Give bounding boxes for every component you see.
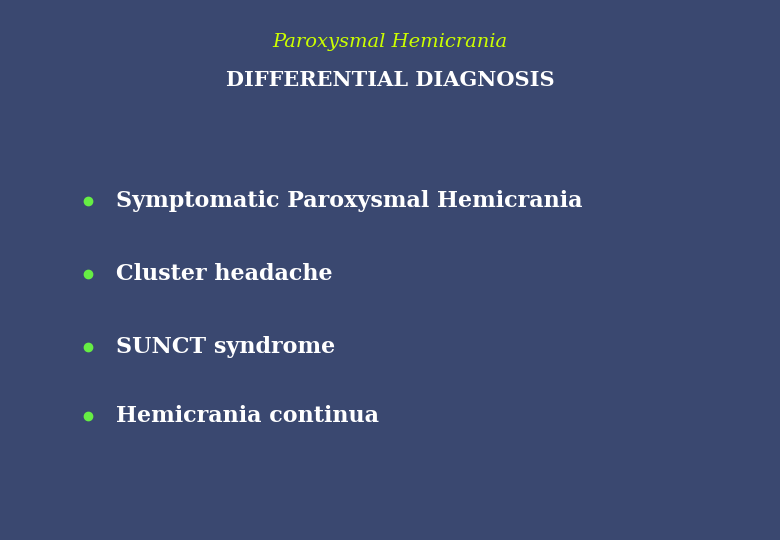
Text: SUNCT syndrome: SUNCT syndrome xyxy=(116,336,335,358)
Text: Hemicrania continua: Hemicrania continua xyxy=(116,404,379,427)
Text: Symptomatic Paroxysmal Hemicrania: Symptomatic Paroxysmal Hemicrania xyxy=(116,190,583,212)
Text: Cluster headache: Cluster headache xyxy=(116,263,333,285)
Text: Paroxysmal Hemicrania: Paroxysmal Hemicrania xyxy=(272,33,508,51)
Text: DIFFERENTIAL DIAGNOSIS: DIFFERENTIAL DIAGNOSIS xyxy=(225,70,555,90)
